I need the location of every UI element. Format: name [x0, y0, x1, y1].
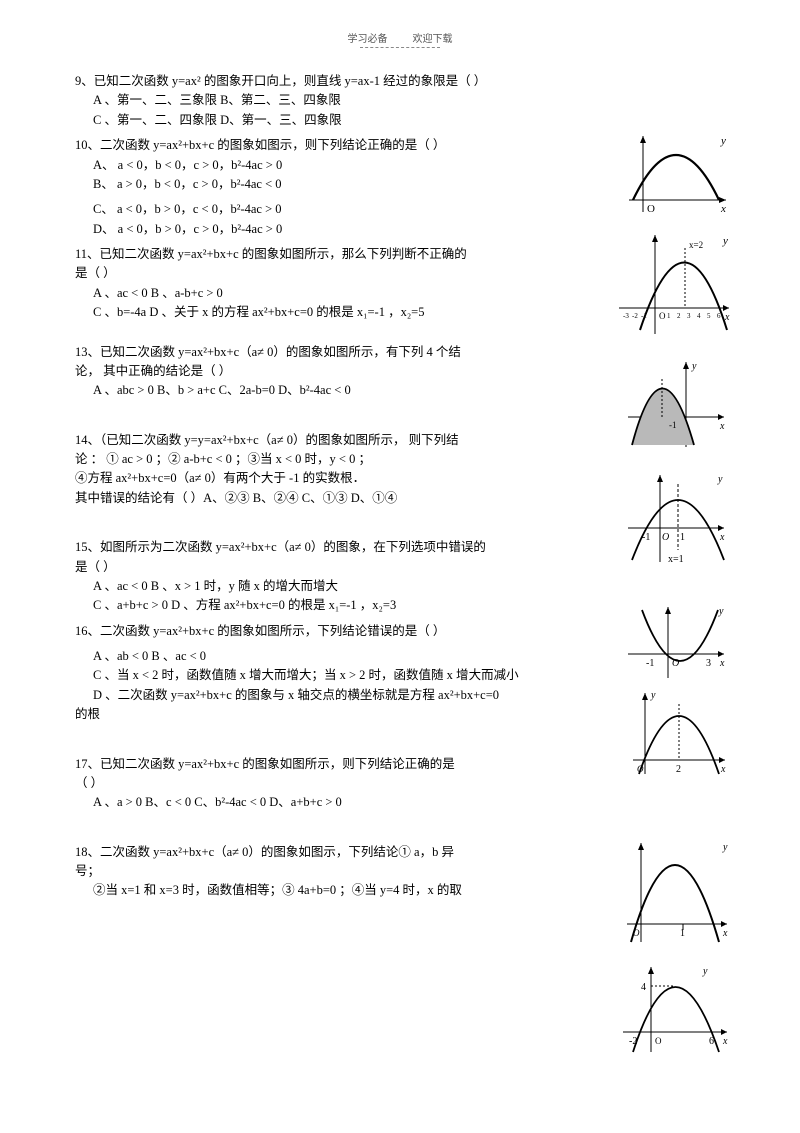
- graph-q18: x y 4 -2 6 O: [619, 962, 731, 1057]
- svg-text:-1: -1: [669, 420, 677, 430]
- q11-stem: 11、已知二次函数 y=ax²+bx+c 的图象如图所示，那么下列判断不正确的: [75, 245, 725, 264]
- header: 学习必备 欢迎下载: [75, 30, 725, 45]
- question-14: 14、（已知二次函数 y=y=ax²+bx+c（a≠ 0）的图象如图所示， 则下…: [75, 431, 725, 509]
- q14-stem: 14、（已知二次函数 y=y=ax²+bx+c（a≠ 0）的图象如图所示， 则下…: [75, 431, 725, 450]
- q15-option-ab: A 、ac < 0 B 、x > 1 时，y 随 x 的增大而增大: [75, 577, 725, 596]
- svg-text:O: O: [655, 1036, 662, 1046]
- q16-option-d2: 的根: [75, 705, 725, 724]
- svg-text:x: x: [722, 928, 728, 939]
- q16-stem: 16、二次函数 y=ax²+bx+c 的图象如图所示，下列结论错误的是（ ）: [75, 622, 725, 641]
- svg-text:6: 6: [709, 1036, 714, 1047]
- q13-stem: 13、已知二次函数 y=ax²+bx+c（a≠ 0）的图象如图所示，有下列 4 …: [75, 343, 725, 362]
- q13-option-a: A 、abc > 0 B、b > a+c C、2a-b=0 D、b²-4ac <…: [75, 381, 725, 400]
- header-left: 学习必备: [348, 34, 388, 45]
- svg-text:x: x: [722, 1036, 728, 1047]
- q18-stem2: 号；: [75, 862, 725, 881]
- question-17: 17、已知二次函数 y=ax²+bx+c 的图象如图所示，则下列结论正确的是 （…: [75, 755, 725, 813]
- question-18: 18、二次函数 y=ax²+bx+c（a≠ 0）的图象如图示，下列结论① a，b…: [75, 843, 725, 901]
- q10-option-d: D、 a < 0，b > 0，c > 0，b²-4ac > 0: [75, 220, 725, 239]
- q11-option-cd: C 、b=-4a D 、关于 x 的方程 ax²+bx+c=0 的根是 x₁=-…: [75, 303, 725, 322]
- q9-stem: 9、已知二次函数 y=ax² 的图象开口向上，则直线 y=ax-1 经过的象限是…: [75, 72, 725, 91]
- q10-stem: 10、二次函数 y=ax²+bx+c 的图象如图示，则下列结论正确的是（ ）: [75, 136, 725, 155]
- q15-stem2: 是（ ）: [75, 558, 725, 577]
- svg-text:y: y: [702, 966, 708, 977]
- q9-option-cd: C 、第一、二、四象限 D、第一、三、四象限: [75, 111, 725, 130]
- question-15: 15、如图所示为二次函数 y=ax²+bx+c（a≠ 0）的图象，在下列选项中错…: [75, 538, 725, 616]
- q14-stem4: 其中错误的结论有（ ）A、②③ B、②④ C、①③ D、①④: [75, 489, 725, 508]
- svg-text:4: 4: [641, 982, 646, 993]
- q13-stem2: 论， 其中正确的结论是（ ）: [75, 362, 725, 381]
- q17-option-a: A 、a > 0 B、c < 0 C、b²-4ac < 0 D、a+b+c > …: [75, 793, 725, 812]
- q10-option-b: B、 a > 0，b < 0，c > 0，b²-4ac < 0: [75, 175, 725, 194]
- q18-stem: 18、二次函数 y=ax²+bx+c（a≠ 0）的图象如图示，下列结论① a，b…: [75, 843, 725, 862]
- content: y x O x=2 y x O -3-2-1 123 456: [75, 72, 725, 901]
- q14-stem2: 论 ： ① ac > 0 ；② a-b+c < 0 ；③当 x < 0 时，y …: [75, 450, 725, 469]
- header-underline: [360, 47, 440, 48]
- svg-text:O: O: [633, 928, 640, 938]
- question-9: 9、已知二次函数 y=ax² 的图象开口向上，则直线 y=ax-1 经过的象限是…: [75, 72, 725, 130]
- q16-option-ab: A 、ab < 0 B 、ac < 0: [75, 647, 725, 666]
- q10-option-a: A、 a < 0，b < 0，c > 0，b²-4ac > 0: [75, 156, 725, 175]
- q16-option-d: D 、二次函数 y=ax²+bx+c 的图象与 x 轴交点的横坐标就是方程 ax…: [75, 686, 725, 705]
- question-10: 10、二次函数 y=ax²+bx+c 的图象如图示，则下列结论正确的是（ ） A…: [75, 136, 725, 239]
- svg-text:-2: -2: [629, 1036, 637, 1047]
- svg-text:1: 1: [680, 928, 685, 939]
- q18-stem3: ②当 x=1 和 x=3 时，函数值相等；③ 4a+b=0 ；④当 y=4 时，…: [75, 881, 725, 900]
- q17-stem2: （ ）: [75, 774, 725, 793]
- q14-stem3: ④方程 ax²+bx+c=0（a≠ 0）有两个大于 -1 的实数根．: [75, 469, 725, 488]
- header-right: 欢迎下载: [413, 34, 453, 45]
- q15-option-cd: C 、a+b+c > 0 D 、方程 ax²+bx+c=0 的根是 x₁=-1 …: [75, 596, 725, 615]
- question-13: 13、已知二次函数 y=ax²+bx+c（a≠ 0）的图象如图所示，有下列 4 …: [75, 343, 725, 401]
- q11-stem2: 是（ ）: [75, 264, 725, 283]
- q17-stem: 17、已知二次函数 y=ax²+bx+c 的图象如图所示，则下列结论正确的是: [75, 755, 725, 774]
- page: 学习必备 欢迎下载 y x O: [0, 0, 800, 937]
- question-11: 11、已知二次函数 y=ax²+bx+c 的图象如图所示，那么下列判断不正确的 …: [75, 245, 725, 323]
- q10-option-c: C、 a < 0，b > 0，c < 0，b²-4ac > 0: [75, 200, 725, 219]
- question-16: 16、二次函数 y=ax²+bx+c 的图象如图所示，下列结论错误的是（ ） A…: [75, 622, 725, 725]
- q9-option-ab: A 、第一、二、三象限 B、第二、三、四象限: [75, 91, 725, 110]
- q15-stem: 15、如图所示为二次函数 y=ax²+bx+c（a≠ 0）的图象，在下列选项中错…: [75, 538, 725, 557]
- q16-option-c: C 、当 x < 2 时，函数值随 x 增大而增大；当 x > 2 时，函数值随…: [75, 666, 725, 685]
- q11-option-ab: A 、ac < 0 B 、a-b+c > 0: [75, 284, 725, 303]
